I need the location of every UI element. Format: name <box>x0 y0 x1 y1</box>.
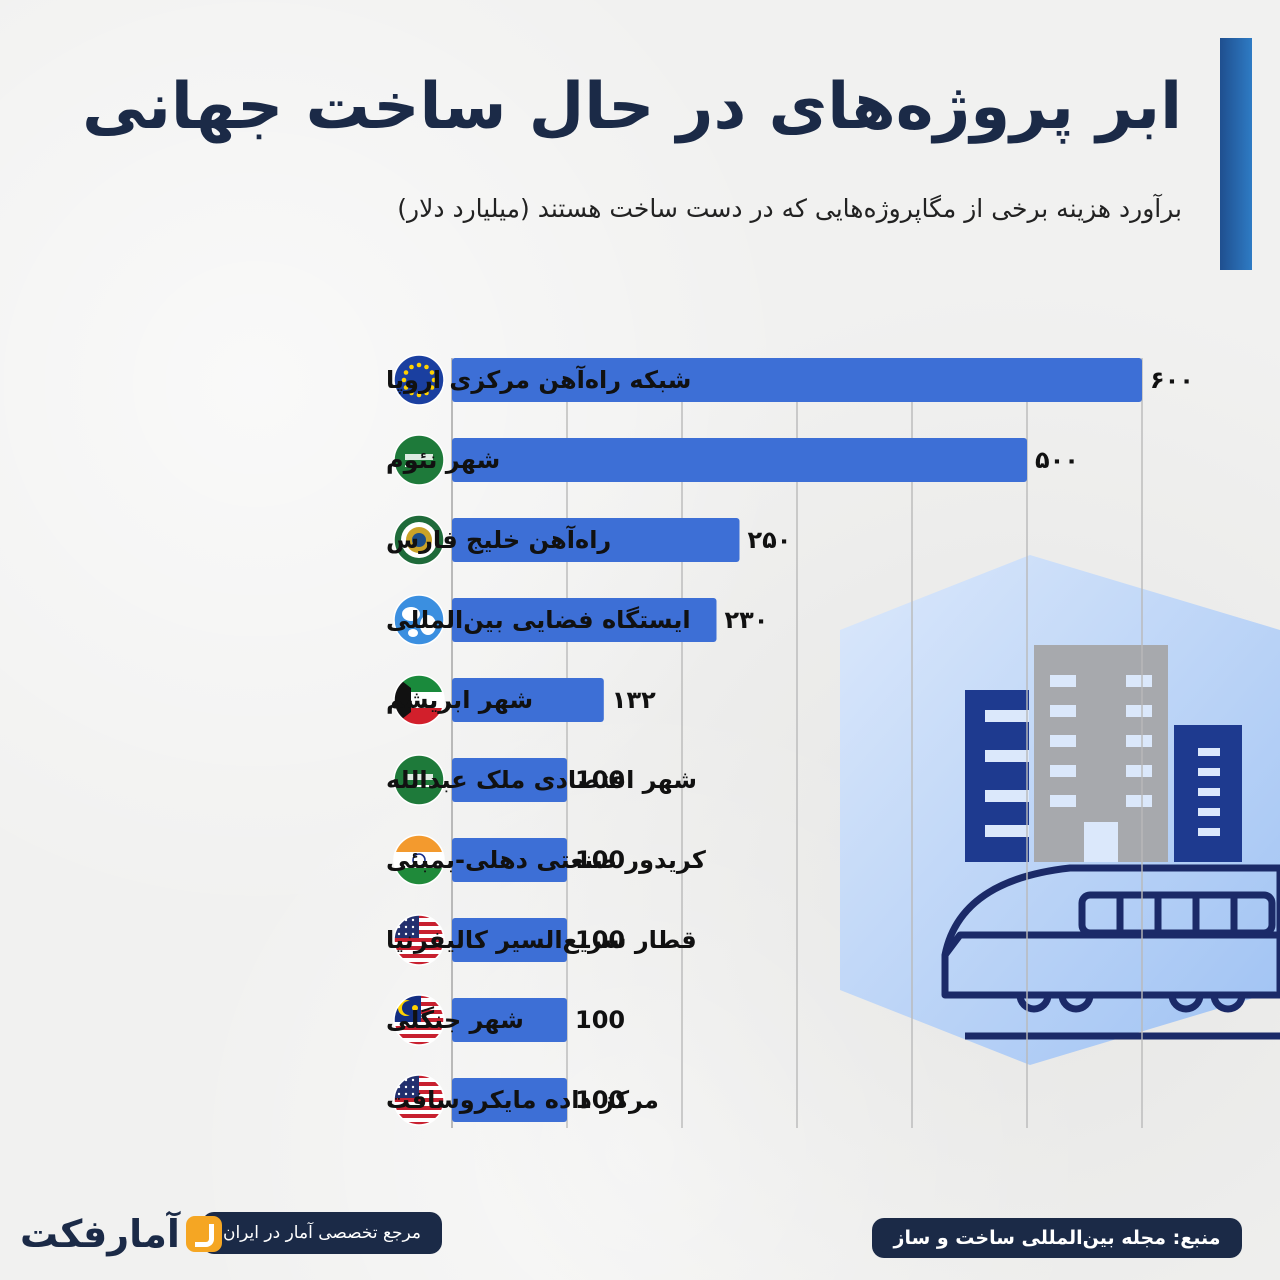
value-label: ۲۳۰ <box>725 606 769 634</box>
value-label: 100 <box>575 926 625 954</box>
category-label: شهر ابریشم <box>386 686 533 714</box>
value-label: ۶۰۰ <box>1150 366 1194 394</box>
value-label: 100 <box>575 1086 625 1114</box>
value-label: 100 <box>575 846 625 874</box>
bar <box>452 918 567 962</box>
category-label: شهر جنگلی <box>386 1006 524 1034</box>
bar <box>452 838 567 882</box>
source-label: منبع: مجله بین‌المللی ساخت و ساز <box>872 1218 1242 1258</box>
brand-logo-icon <box>185 1216 222 1252</box>
bar <box>452 758 567 802</box>
bar <box>452 678 604 722</box>
value-label: ۱۳۲ <box>612 686 656 714</box>
bar-chart: شبکه راه‌آهن مرکزی اروپا شهر نئوم راه‌آهن … <box>386 354 1194 1128</box>
bar <box>452 1078 567 1122</box>
category-label: مرکز داده مایکروسافت <box>386 1086 659 1114</box>
bar <box>452 998 567 1042</box>
india-flag-icon <box>393 834 445 886</box>
building-train-illustration <box>840 555 1280 1065</box>
saudi-flag-icon <box>393 434 445 486</box>
bar <box>452 358 1142 402</box>
page-subtitle: برآورد هزینه برخی از مگاپروژه‌هایی که در… <box>397 194 1182 223</box>
value-label: 100 <box>575 1006 625 1034</box>
category-label: شهر اقتصادی ملک عبدالله <box>386 766 697 794</box>
gcc-flag-icon <box>393 514 445 566</box>
bar <box>452 598 717 642</box>
train-icon <box>941 864 1280 1040</box>
malaysia-flag-icon <box>393 994 445 1046</box>
category-label: راه‌آهن خلیج فارس <box>386 525 611 554</box>
bar <box>452 438 1027 482</box>
page-title: ابر پروژه‌های در حال ساخت جهانی <box>82 70 1182 144</box>
saudi-flag-icon <box>393 754 445 806</box>
globe-flag-icon <box>393 594 445 646</box>
category-label: شهر نئوم <box>386 446 500 474</box>
eu-flag-icon <box>393 354 445 406</box>
value-label: ۵۰۰ <box>1035 446 1079 474</box>
category-label: کریدور صنعتی دهلی-بمبئی <box>386 846 706 874</box>
value-label: ۲۵۰ <box>748 526 792 554</box>
brand-tagline: مرجع تخصصی آمار در ایران <box>202 1212 442 1254</box>
bar <box>452 518 740 562</box>
brand-name: آمارفکت <box>20 1212 180 1256</box>
brand-logo: آمارفکت <box>20 1210 222 1258</box>
category-label: ایستگاه فضایی بین‌المللی <box>386 606 691 634</box>
category-label: شبکه راه‌آهن مرکزی اروپا <box>386 365 691 394</box>
category-label: قطار سریع‌السیر کالیفرنیا <box>386 926 697 954</box>
title-accent-bar <box>1220 38 1252 270</box>
kuwait-flag-icon <box>393 674 445 726</box>
value-label: 100 <box>575 766 625 794</box>
